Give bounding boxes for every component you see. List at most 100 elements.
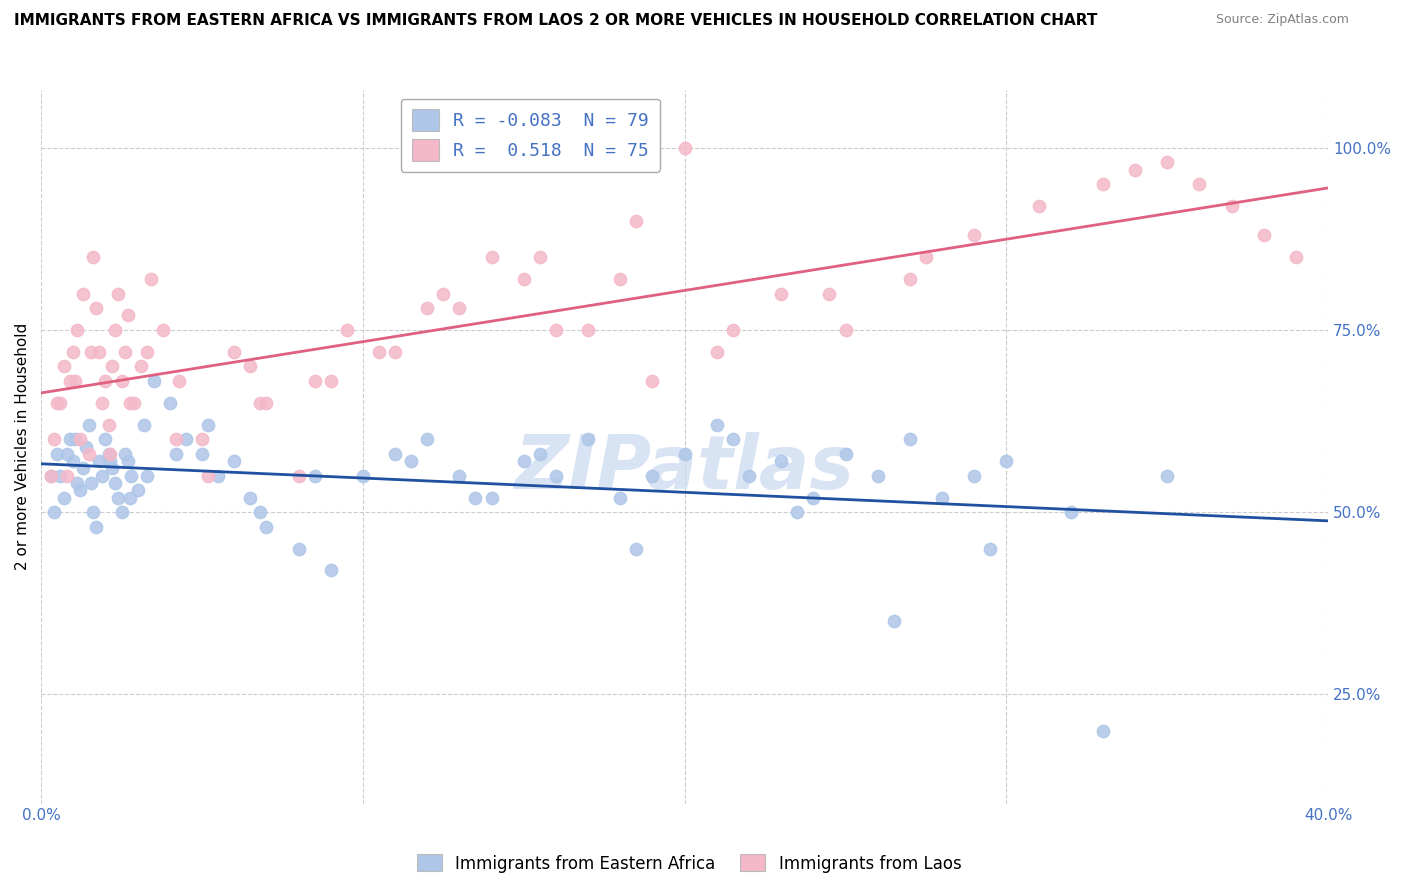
- Legend: R = -0.083  N = 79, R =  0.518  N = 75: R = -0.083 N = 79, R = 0.518 N = 75: [401, 99, 659, 171]
- Point: [352, 468, 374, 483]
- Point: [129, 359, 152, 374]
- Point: [1285, 250, 1308, 264]
- Point: [152, 323, 174, 337]
- Point: [59, 433, 82, 447]
- Point: [336, 323, 359, 337]
- Point: [529, 447, 551, 461]
- Point: [84, 301, 107, 315]
- Point: [673, 141, 696, 155]
- Point: [254, 520, 277, 534]
- Point: [254, 396, 277, 410]
- Point: [287, 468, 309, 483]
- Point: [1156, 155, 1178, 169]
- Legend: Immigrants from Eastern Africa, Immigrants from Laos: Immigrants from Eastern Africa, Immigran…: [411, 847, 967, 880]
- Point: [706, 417, 728, 432]
- Point: [42, 433, 65, 447]
- Point: [866, 468, 889, 483]
- Point: [72, 461, 94, 475]
- Point: [641, 374, 664, 388]
- Point: [49, 396, 72, 410]
- Point: [169, 374, 191, 388]
- Point: [481, 491, 503, 505]
- Point: [69, 483, 91, 498]
- Point: [127, 483, 149, 498]
- Point: [931, 491, 953, 505]
- Point: [39, 468, 62, 483]
- Point: [963, 468, 986, 483]
- Point: [898, 433, 921, 447]
- Point: [117, 309, 139, 323]
- Point: [449, 468, 471, 483]
- Point: [59, 374, 82, 388]
- Point: [801, 491, 824, 505]
- Point: [481, 250, 503, 264]
- Point: [1060, 505, 1083, 519]
- Point: [118, 396, 141, 410]
- Point: [191, 447, 214, 461]
- Point: [626, 541, 648, 556]
- Text: Source: ZipAtlas.com: Source: ZipAtlas.com: [1216, 13, 1350, 27]
- Point: [69, 433, 91, 447]
- Point: [995, 454, 1018, 468]
- Point: [142, 374, 165, 388]
- Point: [239, 359, 262, 374]
- Point: [399, 454, 422, 468]
- Point: [136, 468, 159, 483]
- Point: [118, 491, 141, 505]
- Point: [174, 433, 197, 447]
- Point: [52, 359, 75, 374]
- Point: [883, 615, 905, 629]
- Point: [834, 447, 856, 461]
- Point: [49, 468, 72, 483]
- Point: [449, 301, 471, 315]
- Point: [249, 396, 271, 410]
- Point: [287, 541, 309, 556]
- Text: IMMIGRANTS FROM EASTERN AFRICA VS IMMIGRANTS FROM LAOS 2 OR MORE VEHICLES IN HOU: IMMIGRANTS FROM EASTERN AFRICA VS IMMIGR…: [14, 13, 1098, 29]
- Point: [94, 433, 117, 447]
- Point: [87, 454, 110, 468]
- Point: [98, 454, 121, 468]
- Point: [91, 468, 114, 483]
- Point: [304, 468, 326, 483]
- Point: [65, 323, 87, 337]
- Point: [513, 454, 536, 468]
- Point: [136, 344, 159, 359]
- Point: [368, 344, 391, 359]
- Point: [117, 454, 139, 468]
- Point: [432, 286, 454, 301]
- Point: [416, 433, 439, 447]
- Point: [224, 344, 246, 359]
- Point: [46, 447, 69, 461]
- Point: [82, 505, 104, 519]
- Point: [1156, 468, 1178, 483]
- Point: [576, 323, 599, 337]
- Point: [609, 272, 631, 286]
- Point: [107, 491, 129, 505]
- Point: [159, 396, 181, 410]
- Text: ZIPatlas: ZIPatlas: [515, 432, 855, 505]
- Point: [915, 250, 938, 264]
- Point: [107, 286, 129, 301]
- Point: [1091, 178, 1114, 192]
- Point: [641, 468, 664, 483]
- Point: [46, 396, 69, 410]
- Point: [56, 447, 79, 461]
- Point: [124, 396, 146, 410]
- Point: [673, 447, 696, 461]
- Point: [91, 396, 114, 410]
- Point: [738, 468, 761, 483]
- Point: [979, 541, 1001, 556]
- Point: [101, 461, 124, 475]
- Point: [609, 491, 631, 505]
- Point: [416, 301, 439, 315]
- Point: [529, 250, 551, 264]
- Point: [249, 505, 271, 519]
- Point: [120, 468, 142, 483]
- Point: [319, 564, 342, 578]
- Point: [576, 433, 599, 447]
- Point: [626, 213, 648, 227]
- Point: [62, 454, 84, 468]
- Point: [770, 286, 793, 301]
- Point: [721, 433, 744, 447]
- Point: [94, 374, 117, 388]
